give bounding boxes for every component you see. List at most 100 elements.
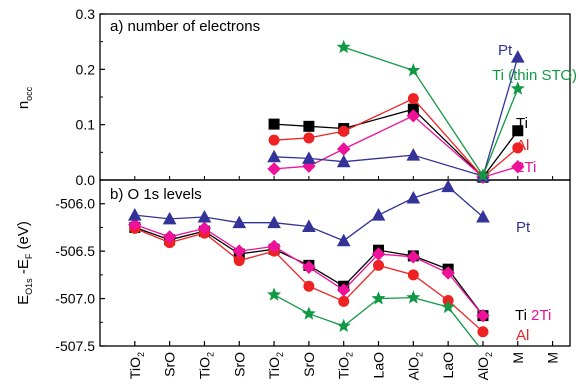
panel-a-series-label: 2Ti bbox=[516, 159, 536, 176]
panel-b-point-diamond bbox=[232, 244, 246, 258]
x-category-label: TiO2 bbox=[127, 352, 146, 379]
panel-b-point-triangle bbox=[267, 215, 281, 229]
panel-a-series bbox=[267, 39, 525, 184]
panel-b-point-diamond bbox=[162, 230, 177, 244]
panel-a-point-diamond bbox=[267, 162, 281, 176]
panel-b-point-triangle bbox=[336, 233, 351, 247]
panel-a-series-label: Al bbox=[516, 137, 529, 154]
panel-b-point-triangle bbox=[232, 215, 247, 229]
x-category-label: TiO2 bbox=[266, 352, 285, 379]
panel-b-point-circle bbox=[477, 326, 489, 338]
panel-b-ytick-label: -506.5 bbox=[55, 243, 95, 259]
panel-a-series-label: Pt bbox=[498, 42, 513, 59]
panel-b-point-diamond bbox=[197, 221, 212, 236]
panel-a-point-triangle bbox=[336, 154, 351, 168]
panel-a-point-triangle bbox=[510, 50, 525, 63]
panel-a-point-triangle bbox=[406, 148, 421, 161]
x-category-label: SrO bbox=[301, 352, 317, 377]
panel-a-point-diamond bbox=[406, 109, 421, 123]
panel-a-series-line-square bbox=[274, 108, 519, 179]
panel-b-point-diamond bbox=[371, 247, 386, 261]
panel-a-point-circle bbox=[268, 134, 280, 146]
panel-b-point-diamond bbox=[441, 266, 455, 280]
panel-b-ytick-label: -506.0 bbox=[55, 196, 95, 212]
panel-b-ytick-label: -507.0 bbox=[55, 291, 95, 307]
x-category-label: SrO bbox=[162, 352, 178, 377]
panel-b-point-triangle bbox=[441, 179, 455, 193]
panel-b-point-diamond bbox=[302, 260, 316, 274]
x-category-label: TiO2 bbox=[336, 352, 355, 379]
x-category-label: TiO2 bbox=[196, 352, 215, 379]
x-category-label: LaO bbox=[440, 352, 456, 379]
panel-b-point-diamond bbox=[128, 217, 142, 232]
panel-b-point-star bbox=[301, 306, 316, 320]
panel-b-point-star bbox=[441, 299, 456, 314]
panel-a-series-line-star bbox=[343, 46, 519, 177]
x-category-label: SrO bbox=[231, 352, 247, 377]
panel-a-series-labels: Pt Ti (thin STO) Ti Al 2Ti bbox=[492, 42, 577, 176]
x-category-label: LaO bbox=[371, 352, 387, 379]
panel-b-series-label: 2Ti bbox=[531, 307, 551, 324]
panel-b-ytick-label: -507.5 bbox=[55, 338, 95, 354]
panel-b-point-circle bbox=[373, 259, 385, 271]
panel-a-point-circle bbox=[338, 125, 350, 137]
panel-b-ylabel: EO1s -EF (eV) bbox=[15, 221, 34, 305]
panel-b-point-star bbox=[406, 290, 421, 304]
panel-b-point-circle bbox=[303, 280, 315, 292]
panel-b-series-label: Al bbox=[516, 327, 529, 344]
panel-b-point-triangle bbox=[302, 219, 316, 232]
panel-b-point-star bbox=[336, 318, 351, 333]
panel-a-series-label: Ti bbox=[516, 115, 528, 132]
x-category-label: M bbox=[510, 352, 526, 364]
panel-a-label: a) number of electrons bbox=[110, 18, 260, 35]
panel-b-point-diamond bbox=[267, 239, 281, 254]
panel-b-point-triangle bbox=[476, 209, 490, 223]
panel-a-series-line-circle bbox=[274, 97, 519, 179]
panel-b-series-label: Ti bbox=[515, 307, 527, 324]
panel-b-point-triangle bbox=[406, 190, 421, 204]
panel-a-ytick-label: 0.0 bbox=[76, 172, 96, 188]
panel-b-point-circle bbox=[407, 269, 419, 281]
panel-b-label: b) O 1s levels bbox=[110, 186, 202, 203]
panel-a-point-circle bbox=[303, 132, 315, 144]
panel-a-point-square bbox=[268, 118, 280, 130]
panel-a-ytick-label: 0.2 bbox=[76, 61, 96, 77]
panel-b-point-triangle bbox=[162, 211, 177, 225]
panel-b-series bbox=[127, 179, 490, 346]
panel-b-point-triangle bbox=[371, 208, 386, 221]
panel-b-point-circle bbox=[338, 295, 350, 307]
panel-a-point-star bbox=[510, 81, 525, 95]
x-category-label: AlO2 bbox=[405, 352, 424, 380]
panel-a-point-circle bbox=[407, 93, 419, 105]
panel-a-ylabel: nocc bbox=[15, 86, 34, 109]
panel-b-axes: -506.0 -506.5 -507.0 -507.5 bbox=[55, 196, 554, 354]
panel-b-series-label: Pt bbox=[516, 219, 531, 236]
panel-a-axes: 0.0 0.1 0.2 0.3 bbox=[76, 6, 554, 188]
panel-b-point-star bbox=[371, 291, 386, 305]
panel-a-ytick-label: 0.1 bbox=[76, 117, 96, 133]
panel-b-point-triangle bbox=[127, 208, 142, 221]
panel-b-frame bbox=[99, 179, 571, 347]
panel-a-point-square bbox=[303, 120, 315, 132]
panel-b-point-diamond bbox=[476, 308, 490, 323]
x-category-labels: TiO2 SrO TiO2 SrO TiO2 SrO TiO2 LaO AlO2 LaO AlO2 M… bbox=[127, 352, 561, 380]
panel-b-point-diamond bbox=[336, 283, 351, 297]
panel-a-ytick-label: 0.3 bbox=[76, 6, 96, 22]
x-category-label: AlO2 bbox=[475, 352, 494, 380]
panel-a-point-diamond bbox=[336, 142, 351, 156]
x-category-label: M bbox=[545, 352, 561, 364]
panel-a-point-triangle bbox=[267, 149, 281, 163]
panel-a-series-line-triangle bbox=[274, 57, 519, 177]
panel-a-point-circle bbox=[512, 142, 524, 154]
panel-a-point-star bbox=[475, 168, 490, 182]
panel-b-point-triangle bbox=[197, 209, 212, 223]
panel-a-point-diamond bbox=[511, 160, 525, 174]
panel-a-point-star bbox=[406, 63, 421, 77]
panel-a-point-triangle bbox=[302, 151, 316, 164]
panel-a-series-label: Ti (thin STO) bbox=[492, 67, 577, 84]
panel-b-point-diamond bbox=[406, 250, 421, 264]
panel-a-point-square bbox=[512, 125, 524, 137]
panel-a-point-star bbox=[336, 39, 351, 54]
